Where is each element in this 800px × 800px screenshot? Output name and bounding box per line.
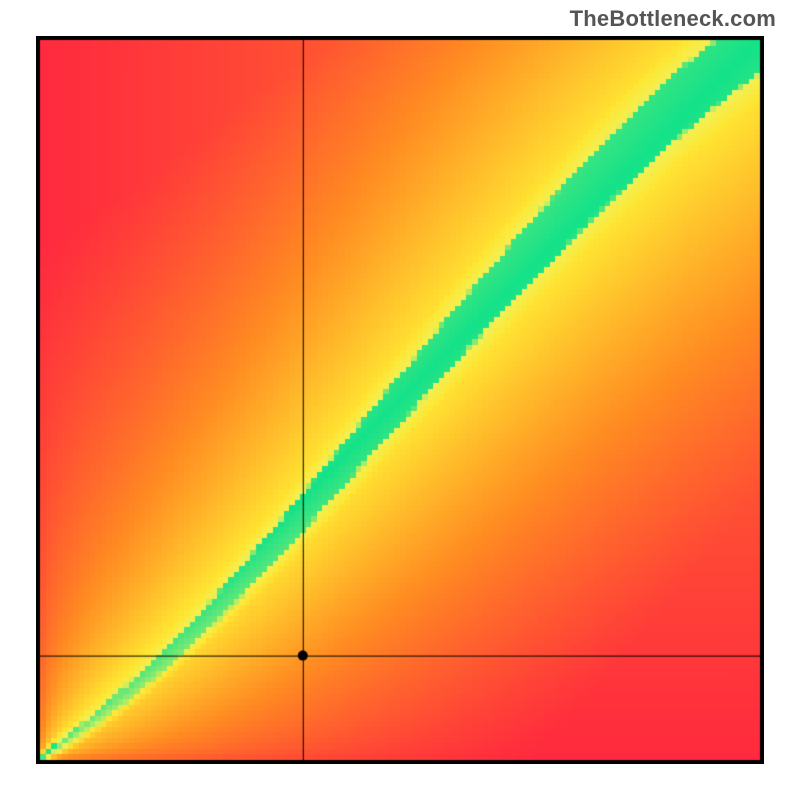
plot-frame bbox=[36, 36, 764, 764]
figure-container: TheBottleneck.com bbox=[0, 0, 800, 800]
watermark-text: TheBottleneck.com bbox=[570, 6, 776, 32]
bottleneck-heatmap bbox=[36, 36, 764, 764]
